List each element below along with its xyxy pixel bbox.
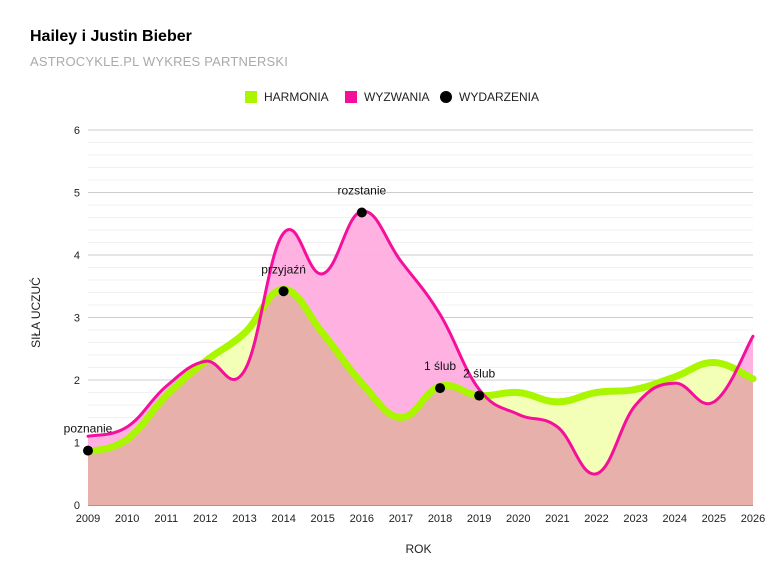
event-label: 1 ślub xyxy=(424,359,456,373)
x-tick-label: 2018 xyxy=(428,513,452,525)
event-label: 2 ślub xyxy=(463,367,495,381)
x-tick-label: 2022 xyxy=(584,513,608,525)
x-tick-label: 2023 xyxy=(623,513,647,525)
event-point xyxy=(83,445,93,456)
x-tick-label: 2021 xyxy=(545,513,569,525)
line-wyzwania xyxy=(86,209,755,476)
y-tick-label: 0 xyxy=(74,500,80,512)
x-tick-label: 2019 xyxy=(467,513,491,525)
event-point xyxy=(435,383,446,394)
legend-label: HARMONIA xyxy=(264,90,329,104)
x-tick-label: 2025 xyxy=(702,513,726,525)
y-tick-label: 6 xyxy=(74,125,80,137)
event-label: poznanie xyxy=(64,422,113,436)
event-point xyxy=(278,286,289,297)
x-tick-label: 2016 xyxy=(350,513,374,525)
legend-swatch xyxy=(345,91,357,103)
y-tick-label: 5 xyxy=(74,188,80,200)
y-tick-label: 1 xyxy=(74,438,80,450)
legend-swatch xyxy=(440,91,452,103)
x-tick-label: 2009 xyxy=(76,513,100,525)
event-point xyxy=(474,390,485,401)
x-tick-label: 2020 xyxy=(506,513,530,525)
x-tick-label: 2011 xyxy=(154,513,178,525)
x-tick-label: 2017 xyxy=(389,513,413,525)
chart-title: Hailey i Justin Bieber xyxy=(30,28,192,45)
legend-label: WYZWANIA xyxy=(364,90,430,104)
event-label: rozstanie xyxy=(337,184,386,198)
x-tick-label: 2010 xyxy=(115,513,139,525)
x-tick-label: 2012 xyxy=(193,513,217,525)
x-axis-title: ROK xyxy=(405,542,431,556)
x-tick-label: 2014 xyxy=(271,513,295,525)
x-tick-label: 2013 xyxy=(232,513,256,525)
legend-swatch xyxy=(245,91,257,103)
chart-subtitle: ASTROCYKLE.PL WYKRES PARTNERSKI xyxy=(30,54,289,69)
y-tick-label: 3 xyxy=(74,313,80,325)
x-tick-label: 2024 xyxy=(663,513,687,525)
y-tick-label: 2 xyxy=(74,375,80,387)
event-label: przyjaźń xyxy=(261,262,306,276)
y-tick-label: 4 xyxy=(74,250,80,262)
x-tick-label: 2015 xyxy=(310,513,334,525)
y-axis-title: SIŁA UCZUĆ xyxy=(28,277,43,348)
legend-label: WYDARZENIA xyxy=(459,90,539,104)
x-tick-label: 2026 xyxy=(741,513,765,525)
event-point xyxy=(356,207,367,218)
